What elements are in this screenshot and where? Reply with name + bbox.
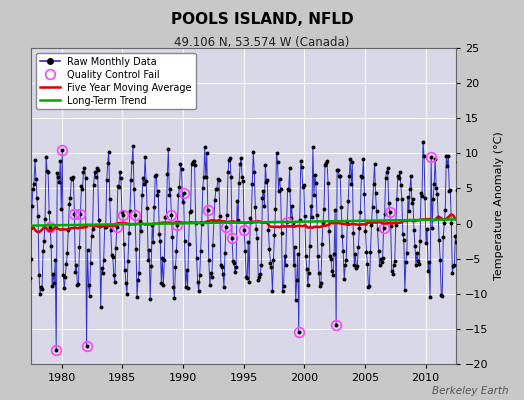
Text: Berkeley Earth: Berkeley Earth: [432, 386, 508, 396]
Text: POOLS ISLAND, NFLD: POOLS ISLAND, NFLD: [171, 12, 353, 27]
Legend: Raw Monthly Data, Quality Control Fail, Five Year Moving Average, Long-Term Tren: Raw Monthly Data, Quality Control Fail, …: [36, 53, 196, 109]
Y-axis label: Temperature Anomaly (°C): Temperature Anomaly (°C): [494, 132, 504, 280]
Text: 49.106 N, 53.574 W (Canada): 49.106 N, 53.574 W (Canada): [174, 36, 350, 49]
